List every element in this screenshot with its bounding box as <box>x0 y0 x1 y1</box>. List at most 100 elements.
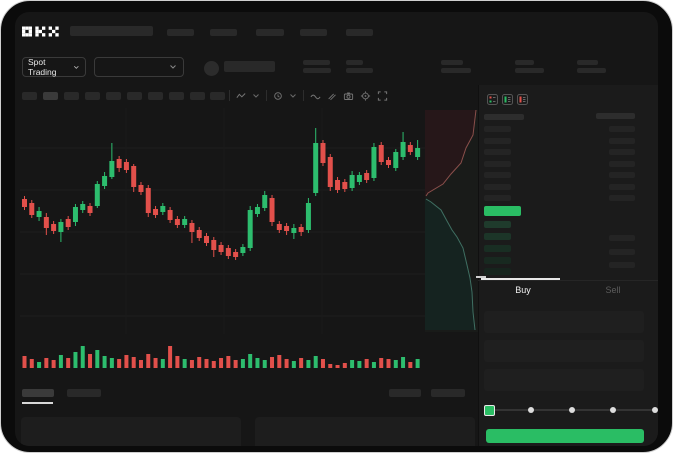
bottom-tab-placeholder[interactable] <box>67 389 101 397</box>
timeframe-button-placeholder[interactable] <box>210 92 225 100</box>
volume-bar <box>357 361 362 368</box>
volume-bar <box>58 355 63 368</box>
snapshot-camera-icon[interactable] <box>343 90 354 102</box>
bottom-link-placeholder[interactable] <box>389 389 421 397</box>
bottom-link-placeholder[interactable] <box>431 389 465 397</box>
orderbook-ask-row[interactable] <box>484 149 511 155</box>
slider-stop-dot[interactable] <box>528 407 534 413</box>
timeframe-button-placeholder[interactable] <box>85 92 100 100</box>
settings-gear-icon[interactable] <box>360 90 371 102</box>
orderbook-combined-icon[interactable] <box>487 94 498 105</box>
volume-bar <box>386 359 391 368</box>
active-tab-underline <box>481 278 560 280</box>
amount-slider-handle[interactable] <box>484 405 495 416</box>
orderbook-amount-row[interactable] <box>609 126 635 132</box>
slider-stop-dot[interactable] <box>610 407 616 413</box>
orderbook-last-price-bar[interactable] <box>484 206 521 216</box>
tab-sell[interactable]: Sell <box>568 282 658 298</box>
chevron-down-icon[interactable] <box>252 90 260 102</box>
candle <box>43 217 49 228</box>
candle <box>204 236 209 243</box>
orderbook-amount-row[interactable] <box>609 172 635 178</box>
volume-bar <box>219 358 224 368</box>
slider-stop-dot[interactable] <box>569 407 575 413</box>
candle <box>182 219 188 225</box>
volume-bar <box>182 359 187 368</box>
trading-app-screen: Spot Trading <box>15 12 658 446</box>
fullscreen-expand-icon[interactable] <box>377 90 388 102</box>
nav-search-placeholder[interactable] <box>70 26 153 36</box>
orderbook-amount-row[interactable] <box>609 138 635 144</box>
candlestick-chart[interactable] <box>20 108 426 334</box>
volume-bar <box>124 355 129 368</box>
orderbook-ask-row[interactable] <box>484 126 511 132</box>
volume-bar <box>270 357 275 368</box>
orderbook-amount-row[interactable] <box>609 149 635 155</box>
timeframe-button-placeholder[interactable] <box>169 92 184 100</box>
orderbook-amount-row[interactable] <box>609 195 635 201</box>
candle <box>407 145 413 152</box>
nav-item-placeholder[interactable] <box>300 29 327 36</box>
orderbook-amount-row[interactable] <box>609 249 635 255</box>
order-price-input[interactable] <box>484 311 644 333</box>
candle <box>102 176 108 186</box>
timeframe-button-placeholder[interactable] <box>43 92 58 100</box>
volume-bar <box>73 352 78 368</box>
orderbook-bid-row[interactable] <box>484 268 511 275</box>
toolbar-divider <box>266 90 267 101</box>
timeframe-button-placeholder[interactable] <box>22 92 37 100</box>
nav-item-placeholder[interactable] <box>167 29 194 36</box>
nav-item-placeholder[interactable] <box>256 29 284 36</box>
orderbook-ask-row[interactable] <box>484 172 511 178</box>
candle <box>386 160 391 165</box>
depth-chart[interactable] <box>425 110 478 332</box>
bottom-tab-active-placeholder[interactable] <box>22 389 54 397</box>
orderbook-bids-icon[interactable] <box>502 94 513 105</box>
candle <box>189 223 195 232</box>
compare-clock-icon[interactable] <box>273 90 283 102</box>
orderbook-amount-row[interactable] <box>609 235 635 241</box>
timeframe-button-placeholder[interactable] <box>106 92 121 100</box>
pair-selector-dropdown[interactable] <box>94 57 184 77</box>
nav-item-placeholder[interactable] <box>210 29 237 36</box>
candle <box>320 143 326 163</box>
chart-type-icon[interactable] <box>236 90 246 102</box>
volume-bar <box>131 357 136 368</box>
market-type-dropdown[interactable]: Spot Trading <box>22 57 86 77</box>
orderbook-amount-row[interactable] <box>609 262 635 268</box>
toolbar-divider <box>229 90 230 101</box>
orderbook-ask-row[interactable] <box>484 161 511 167</box>
orderbook-bid-row[interactable] <box>484 257 511 264</box>
orderbook-amount-row[interactable] <box>609 161 635 167</box>
timeframe-button-placeholder[interactable] <box>148 92 163 100</box>
volume-bars <box>22 346 420 368</box>
ticker-stat-label-placeholder <box>346 60 363 65</box>
orderbook-amount-row[interactable] <box>609 184 635 190</box>
timeframe-button-placeholder[interactable] <box>127 92 142 100</box>
orderbook-ask-row[interactable] <box>484 138 511 144</box>
candle <box>36 211 42 217</box>
chevron-down-icon[interactable] <box>289 90 297 102</box>
draw-pencil-icon[interactable] <box>327 90 337 102</box>
orderbook-bid-row[interactable] <box>484 245 511 252</box>
candle <box>22 199 27 207</box>
buy-submit-button[interactable] <box>486 429 644 443</box>
orderbook-ask-row[interactable] <box>484 195 511 201</box>
orderbook-ask-row[interactable] <box>484 184 511 190</box>
order-total-input[interactable] <box>484 369 644 391</box>
orderbook-asks-icon[interactable] <box>517 94 528 105</box>
slider-stop-dot[interactable] <box>652 407 658 413</box>
timeframe-button-placeholder[interactable] <box>64 92 79 100</box>
order-amount-input[interactable] <box>484 340 644 362</box>
candle <box>160 206 166 212</box>
tab-buy[interactable]: Buy <box>478 282 568 298</box>
volume-bar <box>102 356 107 368</box>
orderbook-bid-row[interactable] <box>484 221 511 228</box>
orderbook-bid-row[interactable] <box>484 233 511 240</box>
indicators-wave-icon[interactable] <box>310 90 321 102</box>
timeframe-button-placeholder[interactable] <box>190 92 205 100</box>
orderbook-amount-header-placeholder <box>596 113 635 119</box>
volume-bar <box>109 358 114 368</box>
candle <box>305 203 311 230</box>
nav-item-placeholder[interactable] <box>346 29 373 36</box>
